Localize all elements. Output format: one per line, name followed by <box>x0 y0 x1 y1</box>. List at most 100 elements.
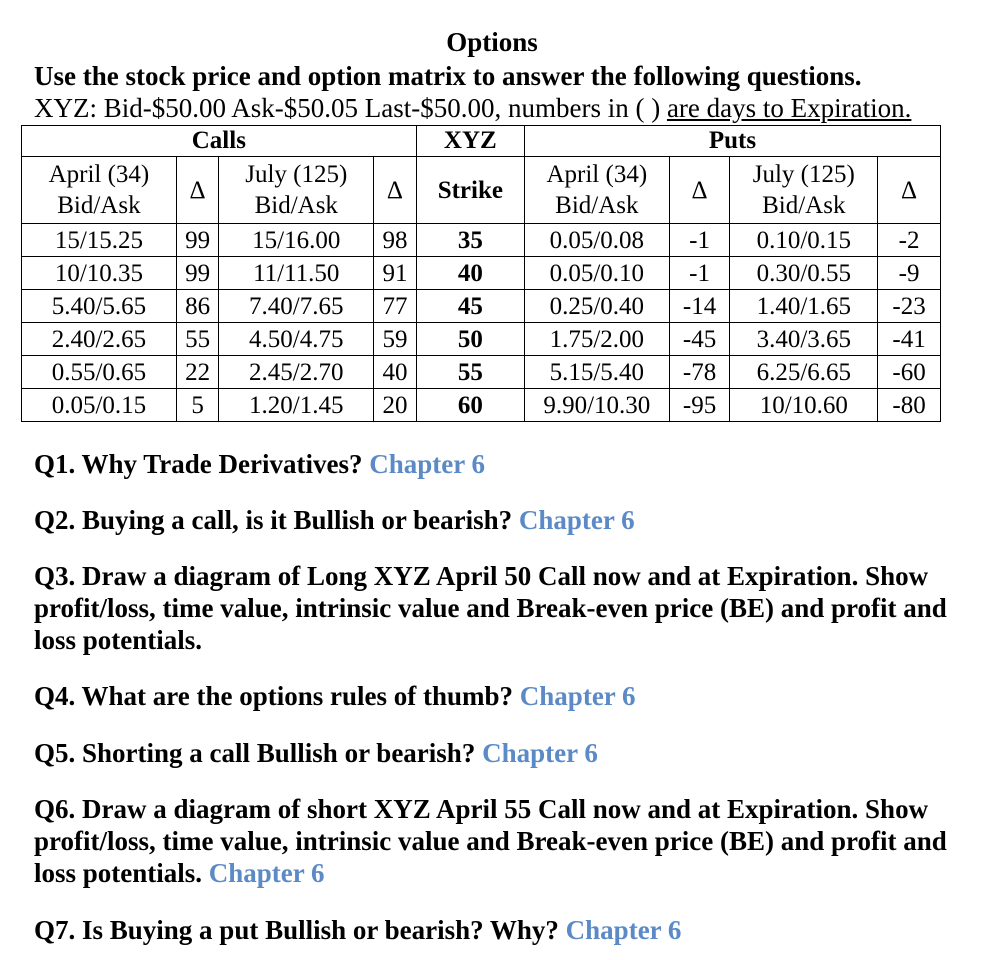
call-april-cell: 10/10.35 <box>21 256 177 290</box>
chapter-link[interactable]: Chapter 6 <box>565 915 682 945</box>
call-july-cell: 1.20/1.45 <box>218 388 375 422</box>
put-april-delta-cell: -1 <box>668 223 731 257</box>
strike-header: Strike <box>415 156 525 224</box>
put-july-delta-cell: -23 <box>877 289 941 323</box>
strike-cell: 50 <box>415 322 525 356</box>
question-q4: Q4. What are the options rules of thumb?… <box>34 680 969 712</box>
put-april-delta-cell: -1 <box>668 256 731 290</box>
put-july-delta-cell: -9 <box>877 256 941 290</box>
question-q6: Q6. Draw a diagram of short XYZ April 55… <box>34 793 969 889</box>
table-row: 15/15.25 99 15/16.00 98 35 0.05/0.08 -1 … <box>21 223 941 257</box>
put-april-cell: 5.15/5.40 <box>523 355 670 389</box>
chapter-link[interactable]: Chapter 6 <box>482 738 598 768</box>
column-header-row: April (34) Bid/Ask Δ July (125) Bid/Ask Δ … <box>21 156 941 224</box>
table-row: 10/10.35 99 11/11.50 91 40 0.05/0.10 -1 … <box>21 256 941 290</box>
question-q3: Q3. Draw a diagram of Long XYZ April 50 … <box>34 560 969 656</box>
group-header-row: Calls XYZ Puts <box>21 125 942 157</box>
put-july-delta-cell: -2 <box>877 223 941 257</box>
call-july-delta-cell: 91 <box>373 256 417 290</box>
call-july-cell: 4.50/4.75 <box>218 322 375 356</box>
put-april-header: April (34) Bid/Ask <box>523 156 670 224</box>
call-april-delta-cell: 86 <box>175 289 220 323</box>
strike-cell: 35 <box>415 223 525 257</box>
put-april-cell: 1.75/2.00 <box>523 322 670 356</box>
call-april-delta-cell: 55 <box>175 322 220 356</box>
question-text: Q1. Why Trade Derivatives? <box>34 449 370 479</box>
question-text: Q4. What are the options rules of thumb? <box>34 681 520 711</box>
chapter-link[interactable]: Chapter 6 <box>369 449 485 479</box>
put-july-delta-header: Δ <box>877 156 941 224</box>
call-april-delta-cell: 5 <box>175 388 220 422</box>
call-april-cell: 5.40/5.65 <box>21 289 177 323</box>
put-april-cell: 9.90/10.30 <box>523 388 670 422</box>
question-text: Q3. Draw a diagram of Long XYZ April 50 … <box>34 561 947 655</box>
chapter-link[interactable]: Chapter 6 <box>208 858 325 888</box>
call-july-header: July (125) Bid/Ask <box>218 156 375 224</box>
option-matrix-table: Calls XYZ Puts April (34) Bid/Ask Δ July … <box>21 125 942 422</box>
call-july-delta-cell: 98 <box>373 223 417 257</box>
put-july-cell: 3.40/3.65 <box>729 322 879 356</box>
question-text: Q2. Buying a call, is it Bullish or bear… <box>34 505 519 535</box>
stock-quote-text: XYZ: Bid-$50.00 Ask-$50.05 Last-$50.00, … <box>34 93 667 123</box>
strike-cell: 40 <box>415 256 525 290</box>
put-april-delta-cell: -95 <box>668 388 731 422</box>
chapter-link[interactable]: Chapter 6 <box>519 681 636 711</box>
call-april-cell: 15/15.25 <box>21 223 177 257</box>
calls-group-header: Calls <box>21 125 417 157</box>
chapter-link[interactable]: Chapter 6 <box>518 505 635 535</box>
table-row: 2.40/2.65 55 4.50/4.75 59 50 1.75/2.00 -… <box>21 322 941 356</box>
call-april-header: April (34) Bid/Ask <box>21 156 177 224</box>
strike-cell: 55 <box>415 355 525 389</box>
call-july-delta-cell: 40 <box>373 355 417 389</box>
underlying-group-header: XYZ <box>415 125 525 157</box>
call-july-delta-header: Δ <box>373 156 417 224</box>
question-text: Q6. Draw a diagram of short XYZ April 55… <box>34 794 947 888</box>
question-q7: Q7. Is Buying a put Bullish or bearish? … <box>34 914 969 946</box>
put-july-cell: 0.30/0.55 <box>729 256 879 290</box>
put-april-delta-cell: -45 <box>668 322 731 356</box>
call-april-delta-cell: 22 <box>175 355 220 389</box>
put-april-delta-cell: -78 <box>668 355 731 389</box>
call-april-cell: 2.40/2.65 <box>21 322 177 356</box>
put-april-delta-cell: -14 <box>668 289 731 323</box>
call-july-cell: 11/11.50 <box>218 256 375 290</box>
expiration-note: are days to Expiration. <box>666 93 912 123</box>
put-april-cell: 0.05/0.10 <box>523 256 670 290</box>
strike-cell: 45 <box>415 289 525 323</box>
call-july-cell: 2.45/2.70 <box>218 355 375 389</box>
call-april-delta-header: Δ <box>175 156 220 224</box>
puts-group-header: Puts <box>523 125 942 157</box>
put-april-delta-header: Δ <box>668 156 731 224</box>
question-q1: Q1. Why Trade Derivatives? Chapter 6 <box>34 448 969 480</box>
call-april-cell: 0.05/0.15 <box>21 388 177 422</box>
put-july-cell: 0.10/0.15 <box>729 223 879 257</box>
question-text: Q7. Is Buying a put Bullish or bearish? … <box>34 915 566 945</box>
table-row: 5.40/5.65 86 7.40/7.65 77 45 0.25/0.40 -… <box>21 289 941 323</box>
put-july-cell: 1.40/1.65 <box>729 289 879 323</box>
call-april-cell: 0.55/0.65 <box>21 355 177 389</box>
put-july-delta-cell: -60 <box>877 355 941 389</box>
put-july-cell: 10/10.60 <box>729 388 879 422</box>
stock-quote-line: XYZ: Bid-$50.00 Ask-$50.05 Last-$50.00, … <box>34 92 911 124</box>
question-q2: Q2. Buying a call, is it Bullish or bear… <box>34 504 969 536</box>
table-row: 0.55/0.65 22 2.45/2.70 40 55 5.15/5.40 -… <box>21 355 941 389</box>
strike-cell: 60 <box>415 388 525 422</box>
put-april-cell: 0.05/0.08 <box>523 223 670 257</box>
put-april-cell: 0.25/0.40 <box>523 289 670 323</box>
page-title: Options <box>446 27 538 57</box>
call-july-delta-cell: 20 <box>373 388 417 422</box>
put-july-cell: 6.25/6.65 <box>729 355 879 389</box>
call-april-delta-cell: 99 <box>175 223 220 257</box>
call-july-cell: 7.40/7.65 <box>218 289 375 323</box>
put-july-delta-cell: -41 <box>877 322 941 356</box>
put-july-delta-cell: -80 <box>877 388 941 422</box>
call-april-delta-cell: 99 <box>175 256 220 290</box>
instruction-text: Use the stock price and option matrix to… <box>34 61 862 91</box>
table-row: 0.05/0.15 5 1.20/1.45 20 60 9.90/10.30 -… <box>21 388 941 422</box>
put-july-header: July (125) Bid/Ask <box>729 156 879 224</box>
call-july-delta-cell: 59 <box>373 322 417 356</box>
call-july-cell: 15/16.00 <box>218 223 375 257</box>
question-q5: Q5. Shorting a call Bullish or bearish? … <box>34 737 969 769</box>
call-july-delta-cell: 77 <box>373 289 417 323</box>
